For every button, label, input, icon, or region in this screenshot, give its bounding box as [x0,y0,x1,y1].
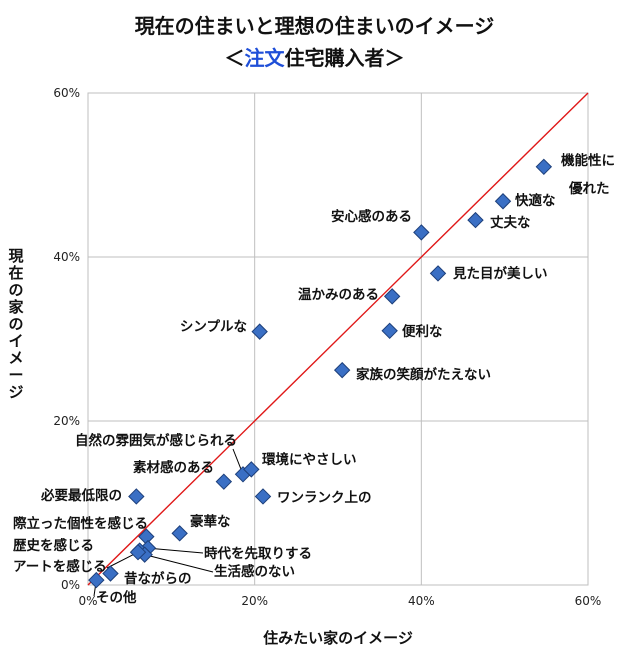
point-label: 際立った個性を感じる [13,515,148,532]
point-label: 昔ながらの [124,570,192,587]
data-point [381,322,398,340]
data-point [383,288,401,305]
data-point [254,488,272,505]
x-axis-label: 住みたい家のイメージ [263,629,413,647]
point-label: 豪華な [190,513,231,530]
data-point [243,461,260,478]
data-point [215,473,233,490]
subtitle-highlight: 注文 [244,46,285,70]
x-tick-label: 40% [408,594,435,608]
point-label: 見た目が美しい [452,265,548,282]
point-label: 環境にやさしい [262,451,357,468]
x-tick-label: 60% [575,594,602,608]
data-point [467,211,484,229]
point-label: 快適な [515,192,556,209]
point-label: 安心感のある [331,208,412,225]
x-tick-label: 20% [241,594,268,608]
point-label: 素材感のある [133,459,214,476]
point-label: 必要最低限の [40,487,122,504]
point-label: 自然の雰囲気が感じられる [75,432,237,449]
data-point [251,323,268,340]
data-point [535,158,553,176]
y-axis-label: 現在の家のイメージ [8,247,24,401]
point-label: 機能性に [561,152,615,169]
y-tick-label: 20% [53,414,80,428]
y-tick-label: 60% [53,86,80,100]
label-leader-line [147,547,204,554]
point-label: 丈夫な [490,214,531,231]
subtitle-suffix: 住宅購入者＞ [284,46,405,70]
data-point [128,488,145,505]
label-leader-line [144,554,214,573]
data-point [429,265,447,282]
point-label: 生活感のない [214,563,295,580]
reference-line [87,92,589,586]
point-label: シンプルな [180,319,247,335]
subtitle-prefix: ＜ [224,46,245,70]
point-label: 時代を先取りする [204,545,312,562]
point-label: 優れた [568,180,610,197]
point-label: 便利な [402,323,443,340]
data-point [129,543,147,561]
data-point [88,571,105,589]
y-tick-label: 0% [61,578,80,592]
point-label: アートを感じる [13,558,107,575]
chart-subtitle: ＜注文住宅購入者＞ [0,42,629,71]
chart-title: 現在の住まいと理想の住まいのイメージ [134,14,495,38]
point-label: ワンランク上の [277,490,372,506]
point-label: 歴史を感じる [13,537,94,554]
data-point [102,565,119,582]
y-tick-label: 40% [53,250,80,264]
data-point [171,525,188,542]
point-label: 温かみのある [298,287,379,303]
x-tick-label: 0% [78,594,97,608]
point-label: 家族の笑顔がたえない [356,366,491,383]
data-point [333,361,351,379]
data-point [494,193,512,210]
point-label: その他 [96,589,137,606]
data-point [413,224,430,241]
